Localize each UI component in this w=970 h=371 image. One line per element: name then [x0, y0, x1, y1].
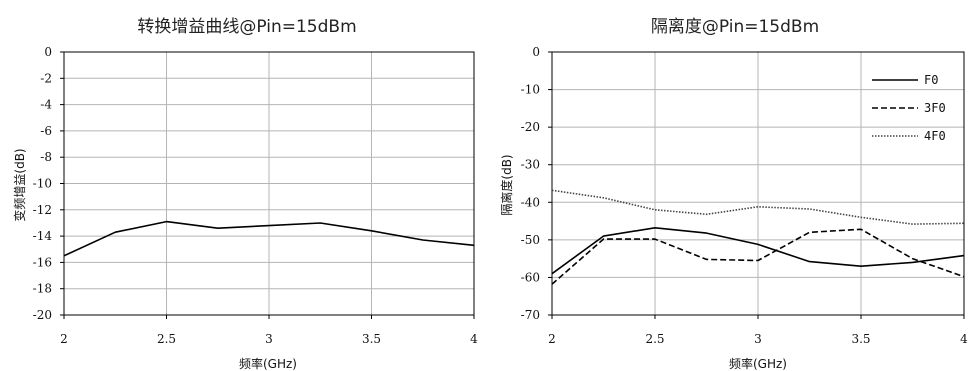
- series-line-f0: [551, 227, 965, 275]
- series-line-4f0: [551, 189, 965, 225]
- y-axis-label: 隔离度(dB): [499, 154, 514, 215]
- x-axis-label: 频率(GHz): [239, 356, 297, 371]
- conversion-gain-chart: 转换增益曲线@Pin=15dBm 0 -2 -4 -6 -8 -10 -12 -14 -16 -1…: [12, 17, 478, 371]
- y-tick-label: -8: [40, 150, 52, 164]
- x-tick-labels: 2 2.5 3 3.5 4: [60, 315, 478, 346]
- x-tick-label: 2.5: [645, 332, 664, 346]
- y-tick-label: -16: [33, 255, 52, 269]
- y-tick-label: -40: [521, 195, 540, 209]
- x-tick-label: 2.5: [157, 332, 176, 346]
- series-line-0: [63, 220, 475, 257]
- y-tick-label: -14: [33, 229, 53, 243]
- legend: F0 3F0 4F0: [872, 73, 946, 143]
- chart-title: 隔离度@Pin=15dBm: [651, 17, 819, 37]
- x-tick-label: 3: [265, 332, 273, 346]
- y-tick-label: -70: [521, 308, 540, 322]
- y-tick-label: -6: [40, 124, 52, 138]
- y-tick-label: -18: [33, 282, 52, 296]
- legend-label: 3F0: [924, 101, 946, 115]
- x-tick-label: 3.5: [362, 332, 381, 346]
- chart-title: 转换增益曲线@Pin=15dBm: [137, 17, 356, 37]
- y-tick-label: -12: [33, 203, 52, 217]
- x-tick-label: 4: [470, 332, 478, 346]
- y-tick-label: -2: [40, 71, 52, 85]
- x-tick-label: 3.5: [851, 332, 870, 346]
- isolation-chart: 隔离度@Pin=15dBm 0 -10 -20 -30 -40 -50 -60 -70 2 2.…: [499, 17, 968, 371]
- y-tick-labels: 0 -10 -20 -30 -40 -50 -60 -70: [521, 45, 552, 322]
- x-axis-label: 频率(GHz): [729, 356, 787, 371]
- series-lines: [63, 220, 475, 257]
- y-tick-label: 0: [532, 45, 540, 59]
- y-tick-label: -30: [521, 158, 540, 172]
- y-tick-labels: 0 -2 -4 -6 -8 -10 -12 -14 -16 -18 -20: [33, 45, 64, 322]
- y-axis-label: 变频增益(dB): [12, 148, 27, 221]
- legend-label: F0: [924, 73, 938, 87]
- y-tick-label: -20: [521, 120, 540, 134]
- grid-lines: [63, 51, 475, 316]
- x-tick-label: 2: [60, 332, 68, 346]
- x-tick-label: 2: [548, 332, 556, 346]
- x-tick-labels: 2 2.5 3 3.5 4: [548, 315, 968, 346]
- y-tick-label: -50: [521, 233, 540, 247]
- y-tick-label: 0: [44, 45, 52, 59]
- y-tick-label: -60: [521, 270, 540, 284]
- legend-label: 4F0: [924, 129, 946, 143]
- y-tick-label: -10: [33, 177, 52, 191]
- x-tick-label: 3: [754, 332, 762, 346]
- y-tick-label: -4: [40, 98, 52, 112]
- y-tick-label: -10: [521, 83, 540, 97]
- series-lines: [551, 189, 965, 285]
- x-tick-label: 4: [960, 332, 968, 346]
- y-tick-label: -20: [33, 308, 52, 322]
- series-line-3f0: [551, 228, 965, 285]
- grid-lines: [551, 51, 965, 316]
